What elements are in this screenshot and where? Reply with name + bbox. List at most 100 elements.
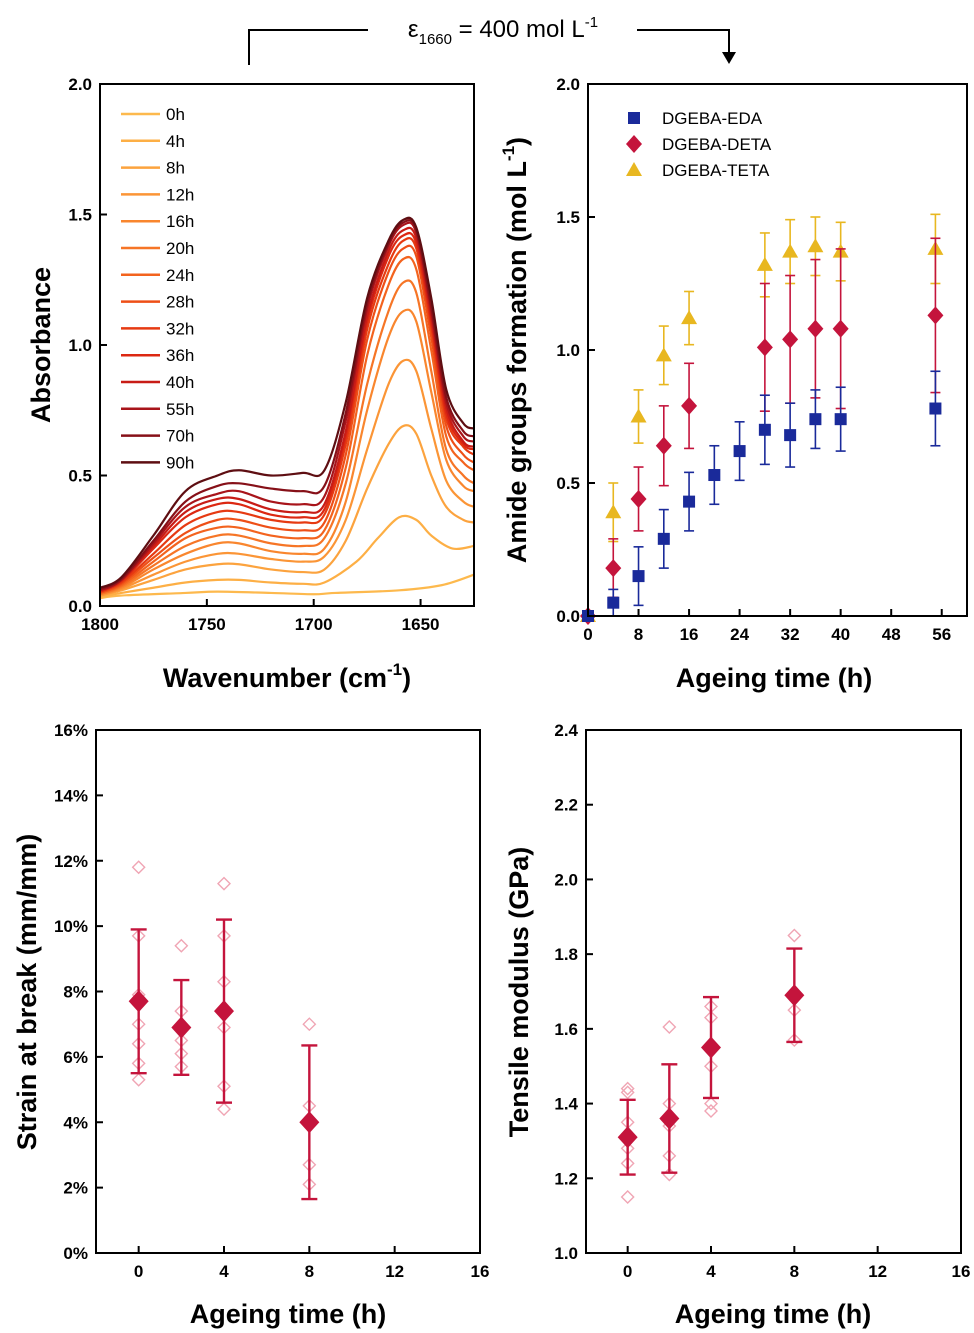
spectrum-line-8h <box>99 424 475 597</box>
plot-frame <box>99 83 475 607</box>
spectrum-line-70h <box>99 219 475 591</box>
legend-marker-DGEBA-TETA <box>626 162 642 176</box>
data-point-DGEBA-DETA <box>807 319 824 338</box>
individual-specimen-point <box>620 1189 635 1204</box>
y-tick-label: 1.0 <box>554 1244 578 1263</box>
individual-specimen-point <box>620 1081 635 1096</box>
y-tick-label: 2.0 <box>554 870 578 889</box>
annotation-text: ε1660 = 400 mol L-1 <box>408 14 598 48</box>
data-point-DGEBA-DETA <box>927 306 944 325</box>
data-point-DGEBA-EDA <box>809 413 822 426</box>
x-tick-label: 16 <box>952 1262 971 1281</box>
legend-label-8h: 8h <box>166 159 185 178</box>
data-point-DGEBA-TETA <box>605 504 622 519</box>
y-tick-label: 1.4 <box>554 1095 578 1114</box>
individual-specimen-point <box>620 1085 635 1100</box>
individual-specimen-point <box>217 876 231 891</box>
legend-label-16h: 16h <box>166 212 194 231</box>
axis-ticks: 0 4 8 12 16 0% 2% 4% 6% 8% 10% 12% 14% 16% <box>54 721 489 1281</box>
spectrum-line-16h <box>99 308 475 596</box>
spectrum-line-4h <box>99 514 475 598</box>
legend-label-55h: 55h <box>166 400 194 419</box>
annotation-arrowhead <box>722 52 736 64</box>
y-tick-label: 14% <box>54 786 88 805</box>
legend-label-0h: 0h <box>166 105 185 124</box>
mean-point <box>171 1016 192 1039</box>
y-tick-label: 1.0 <box>68 336 92 355</box>
spectrum-line-90h <box>99 216 475 589</box>
y-tick-label: 0.0 <box>68 597 92 616</box>
annotation-bracket-left <box>248 29 368 65</box>
data-point-DGEBA-EDA <box>632 570 645 583</box>
plot-frame <box>585 729 962 1254</box>
y-axis-label: Tensile modulus (GPa) <box>504 847 534 1138</box>
individual-specimen-point <box>704 1096 718 1111</box>
x-tick-label: 24 <box>730 625 749 644</box>
x-tick-label: 0 <box>134 1262 143 1281</box>
plot-frame <box>95 729 481 1254</box>
mean-point <box>214 1000 234 1023</box>
data-point-DGEBA-DETA <box>756 338 773 357</box>
data-point-DGEBA-EDA <box>758 423 771 436</box>
x-tick-label: 16 <box>471 1262 490 1281</box>
individual-specimen-point <box>217 1102 231 1117</box>
mean-point <box>701 1036 721 1059</box>
legend-marker-DGEBA-DETA <box>626 135 642 153</box>
mean-point <box>299 1111 320 1134</box>
y-tick-label: 0.5 <box>556 474 580 493</box>
y-tick-label: 2.4 <box>554 721 578 740</box>
axis-ticks: 0 4 8 12 16 1.0 1.2 1.4 1.6 1.8 2.0 2.2 2.4 <box>554 721 970 1281</box>
data-point-DGEBA-EDA <box>929 402 942 415</box>
x-tick-label: 32 <box>781 625 800 644</box>
annotation-bracket-right <box>637 29 730 56</box>
legend-label-70h: 70h <box>166 427 194 446</box>
x-tick-label: 1700 <box>295 615 333 634</box>
data-point-DGEBA-EDA <box>708 469 721 482</box>
y-tick-label: 1.0 <box>556 341 580 360</box>
y-axis-label: Strain at break (mm/mm) <box>12 834 42 1151</box>
legend-marker-DGEBA-EDA <box>628 112 640 124</box>
y-tick-label: 1.6 <box>554 1020 578 1039</box>
legend-label-4h: 4h <box>166 132 185 151</box>
data-point-DGEBA-DETA <box>605 559 622 578</box>
legend: 0h 4h 8h 12h 16h 20h 24h 28h 32h 36h 40h 55h 70h 90h <box>121 105 194 472</box>
spectra-lines <box>99 216 475 600</box>
spectrum-line-28h <box>99 244 475 594</box>
panel-absorbance-spectra: 1800 1750 1700 1650 0.0 0.5 1.0 1.5 2.0 0h 4h 8h 12… <box>26 75 475 693</box>
data-point-DGEBA-DETA <box>681 396 698 415</box>
individual-specimen-point <box>662 1019 677 1034</box>
legend-label-36h: 36h <box>166 346 194 365</box>
data-point-DGEBA-EDA <box>784 429 797 442</box>
legend-label-DGEBA-EDA: DGEBA-EDA <box>662 109 763 128</box>
axis-ticks: 0 8 16 24 32 40 48 56 0.0 0.5 1.0 1.5 2.0 <box>556 75 951 644</box>
legend-label-24h: 24h <box>166 266 194 285</box>
data-point-DGEBA-DETA <box>630 489 647 508</box>
mean-point <box>617 1126 638 1149</box>
y-tick-label: 2% <box>63 1179 88 1198</box>
x-tick-label: 0 <box>623 1262 632 1281</box>
data-point-DGEBA-TETA <box>782 243 799 258</box>
legend-label-32h: 32h <box>166 319 194 338</box>
data-point-DGEBA-TETA <box>756 256 773 271</box>
y-tick-label: 1.2 <box>554 1169 578 1188</box>
y-tick-label: 1.8 <box>554 945 578 964</box>
individual-specimen-point <box>131 860 146 875</box>
y-tick-label: 4% <box>63 1113 88 1132</box>
axis-ticks: 1800 1750 1700 1650 0.0 0.5 1.0 1.5 2.0 <box>68 75 439 634</box>
data-point-DGEBA-EDA <box>834 413 847 426</box>
strain-points <box>128 860 320 1201</box>
legend-label-20h: 20h <box>166 239 194 258</box>
individual-specimen-point <box>787 1033 802 1048</box>
x-tick-label: 4 <box>219 1262 229 1281</box>
y-tick-label: 8% <box>63 983 88 1002</box>
y-tick-label: 1.5 <box>68 206 92 225</box>
y-tick-label: 6% <box>63 1048 88 1067</box>
x-tick-label: 56 <box>932 625 951 644</box>
individual-specimen-point <box>131 1072 146 1087</box>
x-tick-label: 48 <box>882 625 901 644</box>
x-tick-label: 40 <box>831 625 850 644</box>
y-tick-label: 10% <box>54 917 88 936</box>
mean-point <box>128 990 149 1013</box>
spectrum-line-0h <box>99 573 475 600</box>
individual-specimen-point <box>302 1017 317 1032</box>
